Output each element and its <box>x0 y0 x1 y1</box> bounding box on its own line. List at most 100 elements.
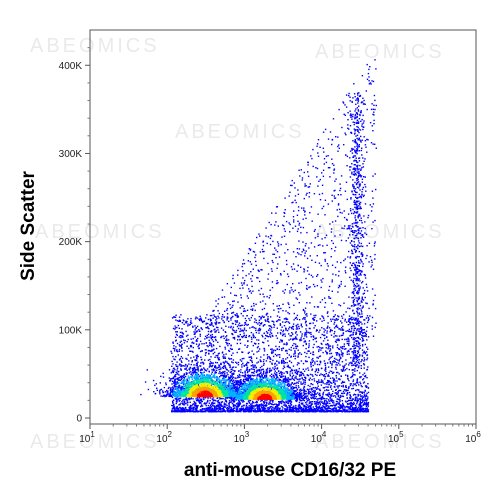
data-point <box>241 358 243 360</box>
data-point <box>224 346 226 348</box>
data-point <box>312 357 314 360</box>
data-point <box>244 364 247 366</box>
data-point <box>325 372 327 375</box>
data-point <box>198 344 200 347</box>
data-point <box>244 373 247 375</box>
data-point <box>160 375 162 378</box>
data-point <box>295 390 297 392</box>
data-point <box>214 336 217 338</box>
data-point <box>249 410 251 412</box>
data-point <box>207 345 209 348</box>
data-point <box>245 379 248 381</box>
data-point <box>249 368 251 371</box>
data-point <box>342 392 344 395</box>
data-point <box>303 396 306 398</box>
data-point <box>186 399 188 401</box>
data-point <box>325 370 327 373</box>
data-point <box>225 339 227 341</box>
data-point <box>282 379 285 382</box>
data-point <box>230 376 233 378</box>
data-point <box>268 369 271 371</box>
data-point <box>191 360 193 362</box>
data-point <box>202 410 205 413</box>
data-point <box>172 388 174 390</box>
data-point <box>297 382 299 384</box>
data-point <box>211 403 213 405</box>
data-point <box>255 366 257 368</box>
data-point <box>320 384 323 386</box>
data-point <box>305 347 307 350</box>
data-point <box>342 368 345 370</box>
data-point <box>340 405 342 407</box>
data-point <box>253 321 256 323</box>
data-point <box>321 398 323 400</box>
data-point <box>293 347 295 350</box>
data-point <box>186 321 188 323</box>
data-point <box>367 348 369 350</box>
data-point <box>335 368 337 370</box>
data-point <box>352 369 354 371</box>
data-point <box>211 349 213 351</box>
data-point <box>262 404 264 406</box>
data-point <box>333 381 335 384</box>
data-point <box>315 402 317 404</box>
data-point <box>247 352 249 354</box>
data-point <box>346 342 348 345</box>
data-point <box>233 400 236 402</box>
data-point <box>294 397 296 399</box>
data-point <box>238 335 240 338</box>
data-point <box>342 405 344 407</box>
data-point <box>286 384 288 387</box>
data-point <box>357 366 360 368</box>
data-point <box>312 353 314 356</box>
data-point <box>279 324 282 326</box>
data-point <box>310 397 313 400</box>
data-point <box>239 408 241 410</box>
data-point <box>364 351 366 354</box>
data-point <box>366 354 369 356</box>
data-point <box>291 409 293 411</box>
data-point <box>367 317 369 319</box>
data-point <box>298 353 300 355</box>
data-point <box>173 358 175 360</box>
data-point <box>352 387 355 390</box>
data-point <box>232 401 235 403</box>
data-point <box>326 330 328 332</box>
data-point <box>305 328 307 330</box>
data-point <box>225 360 227 362</box>
data-point <box>310 402 312 404</box>
data-point <box>323 374 325 376</box>
data-point <box>194 318 197 320</box>
data-point <box>315 404 317 406</box>
data-point <box>297 323 299 326</box>
data-point <box>247 345 249 347</box>
data-point <box>178 350 180 352</box>
data-point <box>270 325 272 328</box>
data-point <box>205 342 207 344</box>
data-point <box>231 410 233 412</box>
data-point <box>336 403 338 405</box>
data-point <box>332 410 334 413</box>
data-point <box>289 378 291 380</box>
data-point <box>187 318 189 320</box>
data-point <box>260 317 262 319</box>
data-point <box>210 343 212 345</box>
data-point <box>180 375 182 377</box>
data-point <box>365 398 367 400</box>
data-point <box>228 358 231 360</box>
data-point <box>247 410 249 412</box>
data-point <box>192 367 195 369</box>
data-point <box>357 318 359 320</box>
data-point <box>225 375 227 377</box>
data-point <box>237 382 239 384</box>
data-point <box>356 398 359 400</box>
data-point <box>252 368 254 370</box>
data-point <box>159 391 161 394</box>
data-point <box>215 330 217 332</box>
data-point <box>246 346 248 348</box>
data-point <box>281 359 283 362</box>
data-point <box>204 369 207 371</box>
data-point <box>217 409 219 412</box>
data-point <box>179 379 181 382</box>
